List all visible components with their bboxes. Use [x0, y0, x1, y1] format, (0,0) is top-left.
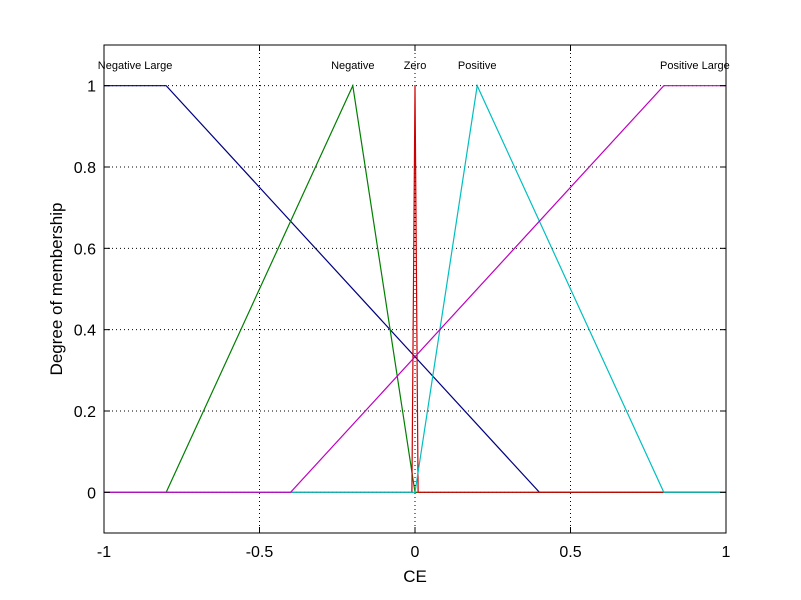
- y-tick-label: 0: [87, 485, 96, 502]
- membership-series: [104, 83, 726, 493]
- mf-label: Negative Large: [98, 60, 173, 72]
- mf-label: Zero: [404, 60, 427, 72]
- y-tick-label: 0.4: [74, 323, 96, 340]
- x-tick-label: -0.5: [246, 544, 274, 561]
- y-tick-label: 1: [87, 79, 96, 96]
- x-tick-label: 0: [411, 544, 420, 561]
- mf-label: Negative: [331, 60, 374, 72]
- y-tick-label: 0.6: [74, 241, 96, 258]
- mf-label: Positive: [458, 60, 497, 72]
- x-tick-label: 1: [722, 544, 731, 561]
- x-tick-label: -1: [97, 544, 111, 561]
- y-axis-label: Degree of membership: [47, 203, 66, 376]
- axis-ticks: -1 -0.5 0 0.5 1 0 0.2 0.4 0.6 0.8 1: [74, 45, 731, 561]
- series-line-positive-large: [104, 85, 726, 493]
- series-line-positive: [104, 83, 726, 493]
- mf-label: Positive Large: [660, 60, 730, 72]
- membership-labels: Negative Large Negative Zero Positive Positi…: [98, 60, 730, 72]
- x-tick-label: 0.5: [559, 544, 581, 561]
- y-tick-label: 0.8: [74, 160, 96, 177]
- x-axis-label: CE: [403, 567, 427, 586]
- y-tick-label: 0.2: [74, 404, 96, 421]
